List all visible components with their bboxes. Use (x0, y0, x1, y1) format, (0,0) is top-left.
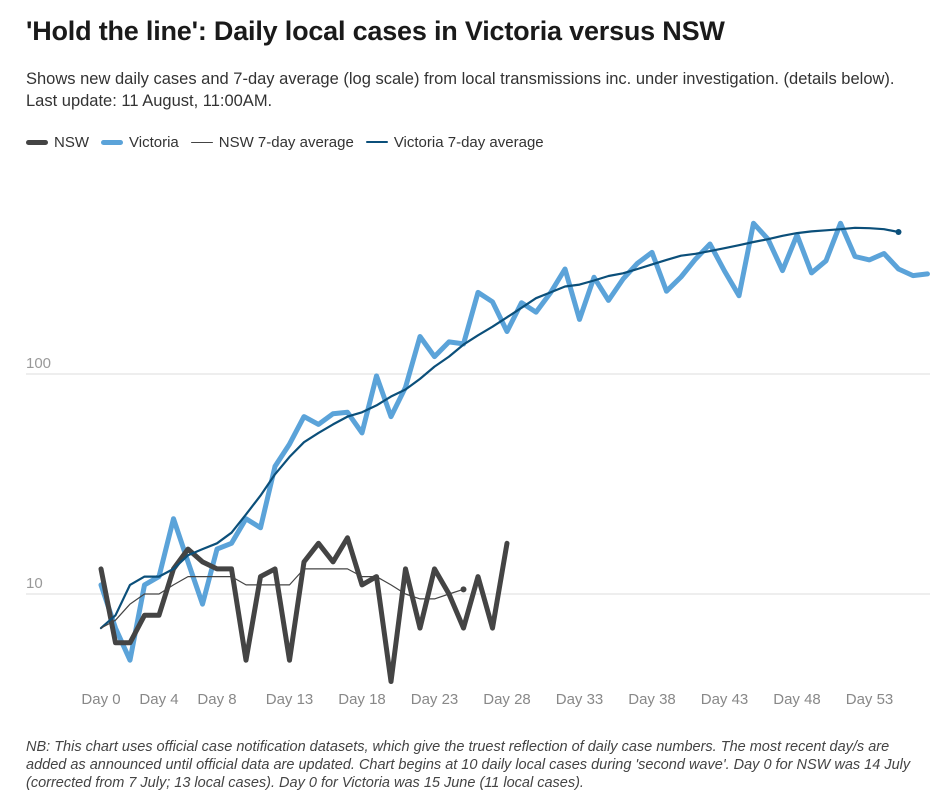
series-end-point-nsw-avg (460, 586, 467, 593)
y-tick-label-100: 100 (26, 355, 51, 372)
chart-legend: NSW Victoria NSW 7-day average Victoria … (26, 131, 556, 153)
legend-label-nsw: NSW (54, 133, 89, 151)
x-tick-label-day-23: Day 23 (411, 691, 459, 708)
x-tick-label-day-33: Day 33 (556, 691, 604, 708)
legend-label-victoria-avg: Victoria 7-day average (393, 133, 544, 151)
legend-swatch-victoria (101, 139, 123, 145)
chart-subtitle: Shows new daily cases and 7-day average … (26, 70, 895, 110)
chart-plot: 10 100 Day 0 Day 4 Day 8 Day 13 Day 18 Day 23 Da… (26, 220, 930, 708)
x-tick-label-day-48: Day 48 (773, 691, 821, 708)
legend-item-victoria-avg[interactable]: Victoria 7-day average (365, 133, 544, 151)
legend-swatch-nsw-avg (190, 141, 213, 143)
x-tick-label-day-13: Day 13 (266, 691, 314, 708)
x-tick-label-day-0: Day 0 (81, 691, 120, 708)
series-line-nsw (98, 535, 510, 684)
series-end-point-victoria-avg (895, 229, 902, 236)
x-tick-label-day-28: Day 28 (483, 691, 531, 708)
legend-label-victoria: Victoria (129, 133, 179, 151)
x-tick-label-day-18: Day 18 (338, 691, 386, 708)
x-tick-label-day-4: Day 4 (139, 691, 178, 708)
series-line-nsw-avg (100, 568, 465, 629)
legend-item-victoria[interactable]: Victoria (101, 134, 179, 151)
chart-footnote: NB: This chart uses official case notifi… (26, 739, 911, 791)
x-tick-label-day-38: Day 38 (628, 691, 676, 708)
x-tick-label-day-53: Day 53 (846, 691, 894, 708)
legend-swatch-nsw (26, 139, 48, 145)
y-tick-label-10: 10 (26, 575, 43, 592)
x-tick-label-day-8: Day 8 (197, 691, 236, 708)
legend-item-nsw[interactable]: NSW (26, 134, 89, 151)
legend-label-nsw-avg: NSW 7-day average (218, 133, 354, 151)
x-tick-label-day-43: Day 43 (701, 691, 749, 708)
series-line-victoria (98, 220, 930, 663)
chart-title: 'Hold the line': Daily local cases in Vi… (26, 16, 725, 46)
legend-swatch-victoria-avg (365, 141, 388, 143)
legend-item-nsw-avg[interactable]: NSW 7-day average (190, 133, 354, 151)
series-line-victoria-avg (99, 226, 900, 630)
